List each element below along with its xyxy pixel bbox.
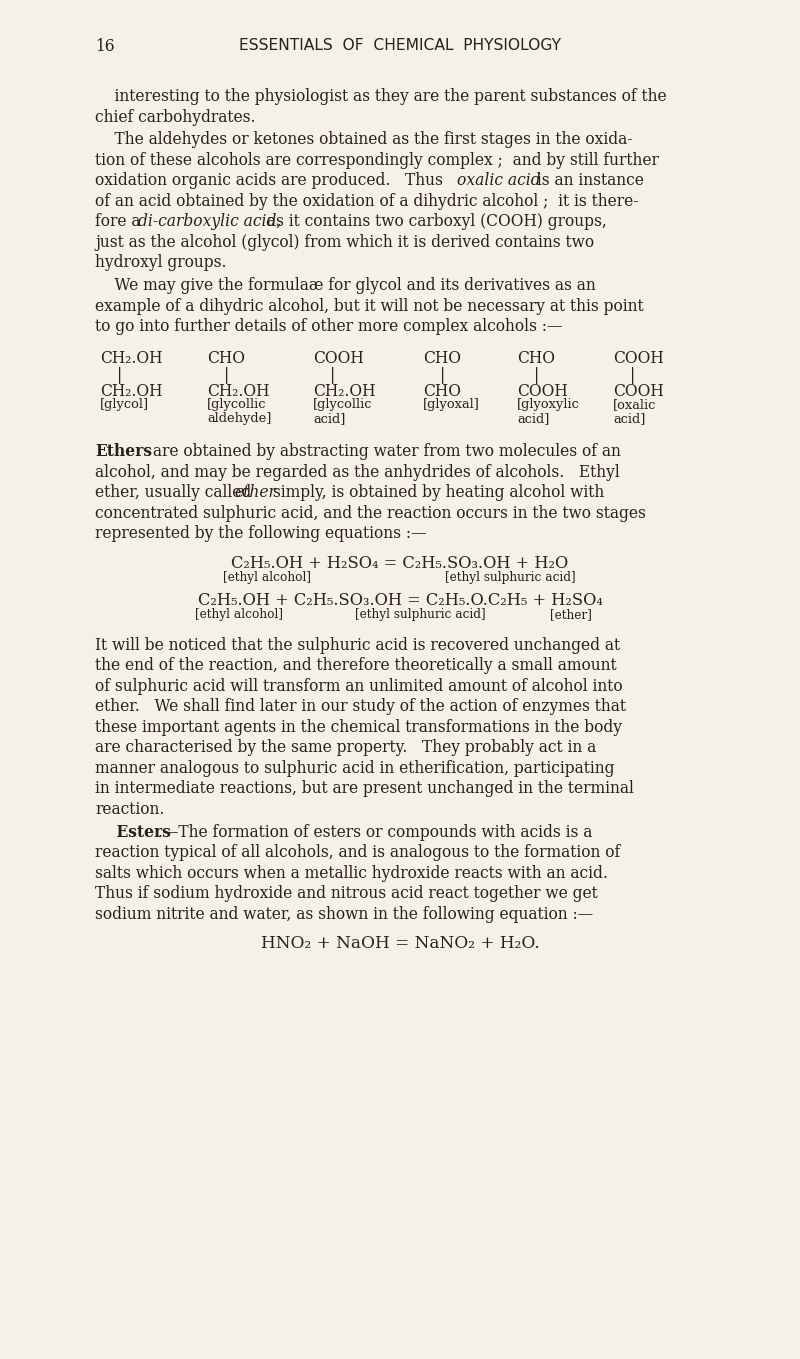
Text: CH₂.OH: CH₂.OH <box>100 383 162 400</box>
Text: Ethers: Ethers <box>95 443 152 461</box>
Text: CHO: CHO <box>207 351 245 367</box>
Text: CH₂.OH: CH₂.OH <box>313 383 375 400</box>
Text: C₂H₅.OH + C₂H₅.SO₃.OH = C₂H₅.O.C₂H₅ + H₂SO₄: C₂H₅.OH + C₂H₅.SO₃.OH = C₂H₅.O.C₂H₅ + H₂… <box>198 593 602 609</box>
Text: [glyoxal]: [glyoxal] <box>423 398 480 410</box>
Text: these important agents in the chemical transformations in the body: these important agents in the chemical t… <box>95 719 622 735</box>
Text: CH₂.OH: CH₂.OH <box>100 351 162 367</box>
Text: COOH: COOH <box>613 383 664 400</box>
Text: COOH: COOH <box>517 383 568 400</box>
Text: alcohol, and may be regarded as the anhydrides of alcohols.   Ethyl: alcohol, and may be regarded as the anhy… <box>95 463 620 481</box>
Text: [glycollic: [glycollic <box>207 398 266 410</box>
Text: aldehyde]: aldehyde] <box>207 412 271 425</box>
Text: [glycol]: [glycol] <box>100 398 149 410</box>
Text: The aldehydes or ketones obtained as the first stages in the oxida-: The aldehydes or ketones obtained as the… <box>95 132 632 148</box>
Text: in intermediate reactions, but are present unchanged in the terminal: in intermediate reactions, but are prese… <box>95 780 634 798</box>
Text: COOH: COOH <box>313 351 364 367</box>
Text: acid]: acid] <box>613 412 646 425</box>
Text: fore a: fore a <box>95 213 146 231</box>
Text: of an acid obtained by the oxidation of a dihydric alcohol ;  it is there-: of an acid obtained by the oxidation of … <box>95 193 638 209</box>
Text: concentrated sulphuric acid, and the reaction occurs in the two stages: concentrated sulphuric acid, and the rea… <box>95 506 646 522</box>
Text: We may give the formulaæ for glycol and its derivatives as an: We may give the formulaæ for glycol and … <box>95 277 596 295</box>
Text: oxidation organic acids are produced.   Thus: oxidation organic acids are produced. Th… <box>95 173 448 189</box>
Text: ether, usually called: ether, usually called <box>95 484 256 501</box>
Text: di-carboxylic acid,: di-carboxylic acid, <box>138 213 282 231</box>
Text: CHO: CHO <box>423 351 461 367</box>
Text: example of a dihydric alcohol, but it will not be necessary at this point: example of a dihydric alcohol, but it wi… <box>95 298 644 315</box>
Text: are characterised by the same property.   They probably act in a: are characterised by the same property. … <box>95 739 596 756</box>
Text: is an instance: is an instance <box>532 173 644 189</box>
Text: salts which occurs when a metallic hydroxide reacts with an acid.: salts which occurs when a metallic hydro… <box>95 864 608 882</box>
Text: |: | <box>330 367 335 385</box>
Text: ether: ether <box>234 484 276 501</box>
Text: |: | <box>440 367 446 385</box>
Text: [ethyl alcohol]: [ethyl alcohol] <box>195 609 283 621</box>
Text: tion of these alcohols are correspondingly complex ;  and by still further: tion of these alcohols are corresponding… <box>95 152 659 169</box>
Text: acid]: acid] <box>313 412 346 425</box>
Text: as it contains two carboxyl (COOH) groups,: as it contains two carboxyl (COOH) group… <box>262 213 606 231</box>
Text: 16: 16 <box>95 38 114 54</box>
Text: [glycollic: [glycollic <box>313 398 373 410</box>
Text: [ethyl sulphuric acid]: [ethyl sulphuric acid] <box>445 571 576 584</box>
Text: simply, is obtained by heating alcohol with: simply, is obtained by heating alcohol w… <box>267 484 604 501</box>
Text: CHO: CHO <box>517 351 555 367</box>
Text: Thus if sodium hydroxide and nitrous acid react together we get: Thus if sodium hydroxide and nitrous aci… <box>95 885 598 902</box>
Text: It will be noticed that the sulphuric acid is recovered unchanged at: It will be noticed that the sulphuric ac… <box>95 636 620 654</box>
Text: C₂H₅.OH + H₂SO₄ = C₂H₅.SO₃.OH + H₂O: C₂H₅.OH + H₂SO₄ = C₂H₅.SO₃.OH + H₂O <box>231 554 569 572</box>
Text: to go into further details of other more complex alcohols :—: to go into further details of other more… <box>95 318 562 336</box>
Text: |: | <box>224 367 230 385</box>
Text: [ether]: [ether] <box>550 609 592 621</box>
Text: |: | <box>117 367 122 385</box>
Text: ether.   We shall find later in our study of the action of enzymes that: ether. We shall find later in our study … <box>95 699 626 715</box>
Text: oxalic acid: oxalic acid <box>457 173 540 189</box>
Text: reaction typical of all alcohols, and is analogous to the formation of: reaction typical of all alcohols, and is… <box>95 844 620 862</box>
Text: acid]: acid] <box>517 412 550 425</box>
Text: |: | <box>630 367 635 385</box>
Text: manner analogous to sulphuric acid in etherification, participating: manner analogous to sulphuric acid in et… <box>95 760 614 776</box>
Text: HNO₂ + NaOH = NaNO₂ + H₂O.: HNO₂ + NaOH = NaNO₂ + H₂O. <box>261 935 539 951</box>
Text: CH₂.OH: CH₂.OH <box>207 383 270 400</box>
Text: represented by the following equations :—: represented by the following equations :… <box>95 526 426 542</box>
Text: COOH: COOH <box>613 351 664 367</box>
Text: [ethyl alcohol]: [ethyl alcohol] <box>223 571 311 584</box>
Text: .—The formation of esters or compounds with acids is a: .—The formation of esters or compounds w… <box>158 824 593 840</box>
Text: CHO: CHO <box>423 383 461 400</box>
Text: ESSENTIALS  OF  CHEMICAL  PHYSIOLOGY: ESSENTIALS OF CHEMICAL PHYSIOLOGY <box>239 38 561 53</box>
Text: are obtained by abstracting water from two molecules of an: are obtained by abstracting water from t… <box>149 443 622 461</box>
Text: reaction.: reaction. <box>95 800 164 818</box>
Text: just as the alcohol (glycol) from which it is derived contains two: just as the alcohol (glycol) from which … <box>95 234 594 251</box>
Text: the end of the reaction, and therefore theoretically a small amount: the end of the reaction, and therefore t… <box>95 658 617 674</box>
Text: chief carbohydrates.: chief carbohydrates. <box>95 109 255 125</box>
Text: Esters: Esters <box>95 824 171 840</box>
Text: of sulphuric acid will transform an unlimited amount of alcohol into: of sulphuric acid will transform an unli… <box>95 678 622 694</box>
Text: interesting to the physiologist as they are the parent substances of the: interesting to the physiologist as they … <box>95 88 666 105</box>
Text: [oxalic: [oxalic <box>613 398 656 410</box>
Text: |: | <box>534 367 539 385</box>
Text: [glyoxylic: [glyoxylic <box>517 398 580 410</box>
Text: sodium nitrite and water, as shown in the following equation :—: sodium nitrite and water, as shown in th… <box>95 905 593 923</box>
Text: [ethyl sulphuric acid]: [ethyl sulphuric acid] <box>355 609 486 621</box>
Text: hydroxyl groups.: hydroxyl groups. <box>95 254 226 272</box>
